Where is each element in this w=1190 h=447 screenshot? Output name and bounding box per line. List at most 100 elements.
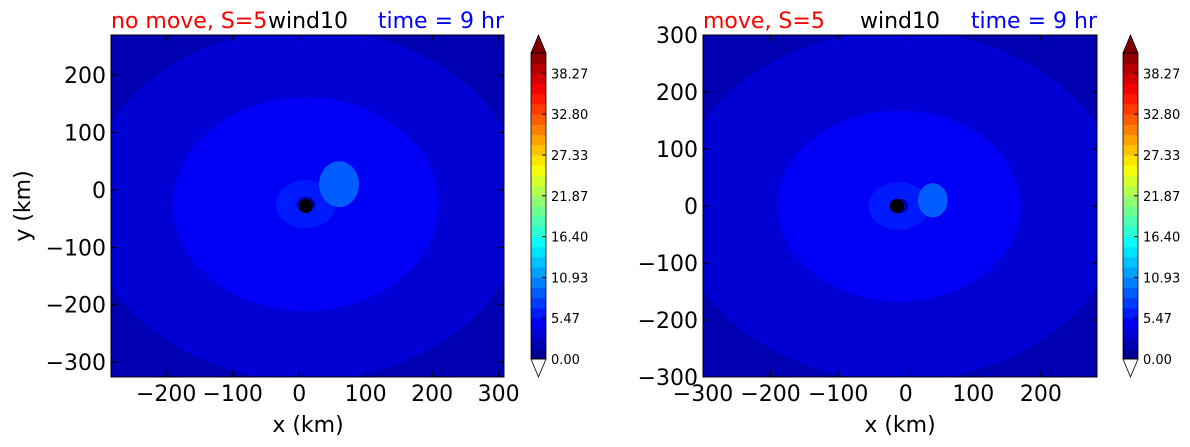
y-tick-label: −100 [638,252,698,277]
colorbar-segment [1123,287,1138,299]
y-tick-label: 200 [656,81,698,106]
colorbar-segment [531,328,546,339]
colorbar-segment [531,93,546,105]
contour-field [111,35,504,377]
colorbar-segment [531,318,546,329]
y-tick-label: −300 [638,366,698,391]
colorbar-segment [1123,134,1138,146]
colorbar-segment [531,338,546,350]
colorbar-tick-label: 21.87 [1143,190,1180,205]
colorbar-segment [1123,297,1138,309]
colorbar-segment [1123,348,1138,360]
x-axis: −200 −100 0 100 200 300 [136,35,520,407]
colorbar-segment [531,175,546,186]
colorbar-tick-label: 38.27 [1143,67,1180,82]
panel-title-left: no move, S=5 [111,9,267,34]
colorbar-segment [531,124,546,135]
colorbar-segment [531,53,546,64]
y-axis: −300 −200 −100 0 100 200 300 [638,24,1097,391]
colorbar-segment [531,246,546,258]
x-axis: −300 −200 −100 0 100 200 [673,35,1062,407]
colorbar-segment [1123,124,1138,135]
colorbar-segment [531,185,546,197]
y-tick-label: −200 [638,309,698,334]
x-tick-label: 300 [478,382,520,407]
colorbar-segment [1123,267,1138,278]
colorbar-tick-label: 0.00 [551,353,580,368]
colorbar-extend-min [1122,358,1139,379]
y-tick-label: 200 [64,64,106,89]
colorbar-segment [531,104,546,115]
colorbar-extend-min [530,358,547,379]
y-axis-label: y (km) [11,170,36,241]
y-tick-label: −300 [46,351,106,376]
colorbar-segment [1123,73,1138,84]
colorbar-segment [1123,83,1138,95]
storm-center-marker [889,199,904,213]
colorbar-segment [1123,236,1138,248]
colorbar-tick-label: 16.40 [551,231,588,246]
colorbar-segment [531,216,546,227]
colorbar-segment [531,114,546,125]
panel-no-move: −200 −100 0 100 200 300 −300 −200 −100 0 100 200 n… [11,9,588,438]
colorbar-segment [1123,206,1138,217]
y-tick-label: −200 [46,294,106,319]
colorbar-segment [1123,277,1138,288]
colorbar-tick-label: 27.33 [1143,149,1180,164]
colorbar-segment [1123,318,1138,329]
colorbar-segment [531,226,546,237]
panel-title-center: wind10 [860,9,940,34]
x-tick-label: 200 [411,382,453,407]
colorbar-tick-label: 10.93 [551,271,588,286]
colorbar-segment [1123,195,1138,207]
colorbar-frame [1122,52,1139,360]
colorbar-segment [531,144,546,156]
panel-move: −300 −200 −100 0 100 200 −300 −200 −100 0 100 200 3… [638,9,1181,438]
y-tick-label: 100 [64,122,106,147]
colorbar-tick-label: 32.80 [1143,108,1180,123]
colorbar-segment [1123,114,1138,125]
x-tick-label: −200 [740,382,800,407]
colorbar-segment [1123,144,1138,156]
colorbar-tick-label: 21.87 [551,190,588,205]
colorbar-segment [1123,185,1138,197]
x-axis-label: x (km) [272,413,343,438]
colorbar-segment [1123,216,1138,227]
contour-field [703,35,1097,377]
colorbar-segment [531,277,546,288]
y-axis: −300 −200 −100 0 100 200 [46,64,504,376]
plot-frame [110,34,505,378]
colorbar-segment [1123,104,1138,115]
colorbar-segment [531,155,546,166]
colorbar-segment [1123,246,1138,258]
colorbar-segment [531,165,546,176]
x-tick-label: −100 [808,382,868,407]
colorbar-segment [531,287,546,299]
y-tick-label: −100 [46,236,106,261]
colorbar-segment [1123,63,1138,74]
y-tick-label: 0 [92,179,106,204]
colorbar-tick-label: 27.33 [551,149,588,164]
colorbar-tick-label: 32.80 [551,108,588,123]
colorbar-extend-max [1122,33,1139,54]
colorbar-tick-label: 38.27 [551,67,588,82]
colorbar-segment [1123,308,1138,319]
x-tick-label: 0 [292,382,306,407]
colorbar-segment [531,308,546,319]
colorbar-segment [531,63,546,74]
colorbar-segment [1123,175,1138,186]
colorbar-segment [1123,257,1138,268]
colorbar-segment [531,195,546,207]
colorbar: 0.00 5.47 10.93 16.40 21.87 27.33 32.80 38.27 [530,33,588,379]
colorbar-segment [1123,155,1138,166]
colorbar-segment [531,257,546,268]
y-tick-label: 300 [656,24,698,49]
colorbar-segment [1123,328,1138,339]
storm-center-marker [298,199,313,213]
y-tick-label: 100 [656,138,698,163]
colorbar-segment [531,267,546,278]
contour-patch [319,161,360,208]
y-tick-label: 0 [684,195,698,220]
x-tick-label: 0 [899,382,913,407]
